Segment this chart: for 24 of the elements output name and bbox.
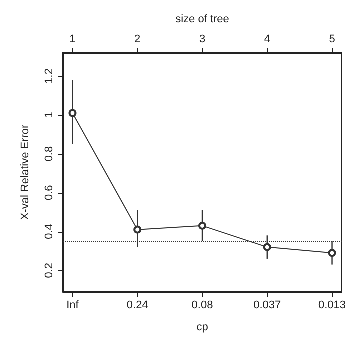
x2-tick-label: 4	[264, 34, 270, 46]
x-tick-label: Inf	[66, 300, 80, 312]
point	[328, 249, 336, 258]
x-tick-label: 0.037	[254, 300, 282, 312]
x-tick-label: 0.013	[318, 300, 346, 312]
y-tick-label: 0.6	[44, 185, 56, 201]
x2-tick-label: 2	[134, 34, 141, 46]
x-axis-title: cp	[196, 322, 208, 334]
point	[198, 222, 206, 230]
x2-tick-label: 3	[199, 34, 206, 46]
x-tick-label: 0.24	[126, 300, 148, 312]
point	[134, 226, 142, 234]
y-tick-label: 0.2	[44, 262, 56, 278]
y-axis-title: X-val Relative Error	[20, 124, 32, 220]
y-tick-label: 0.4	[44, 224, 56, 240]
x-tick-label: 0.08	[192, 300, 214, 312]
point	[263, 243, 272, 252]
x2-axis-title: size of tree	[176, 14, 230, 26]
point	[68, 109, 77, 118]
y-tick-label: 1	[44, 112, 56, 118]
y-tick-label: 1.2	[44, 68, 56, 84]
y-tick-label: 0.8	[44, 146, 56, 162]
x2-tick-label: 1	[70, 34, 76, 46]
x2-tick-label: 5	[329, 34, 336, 46]
